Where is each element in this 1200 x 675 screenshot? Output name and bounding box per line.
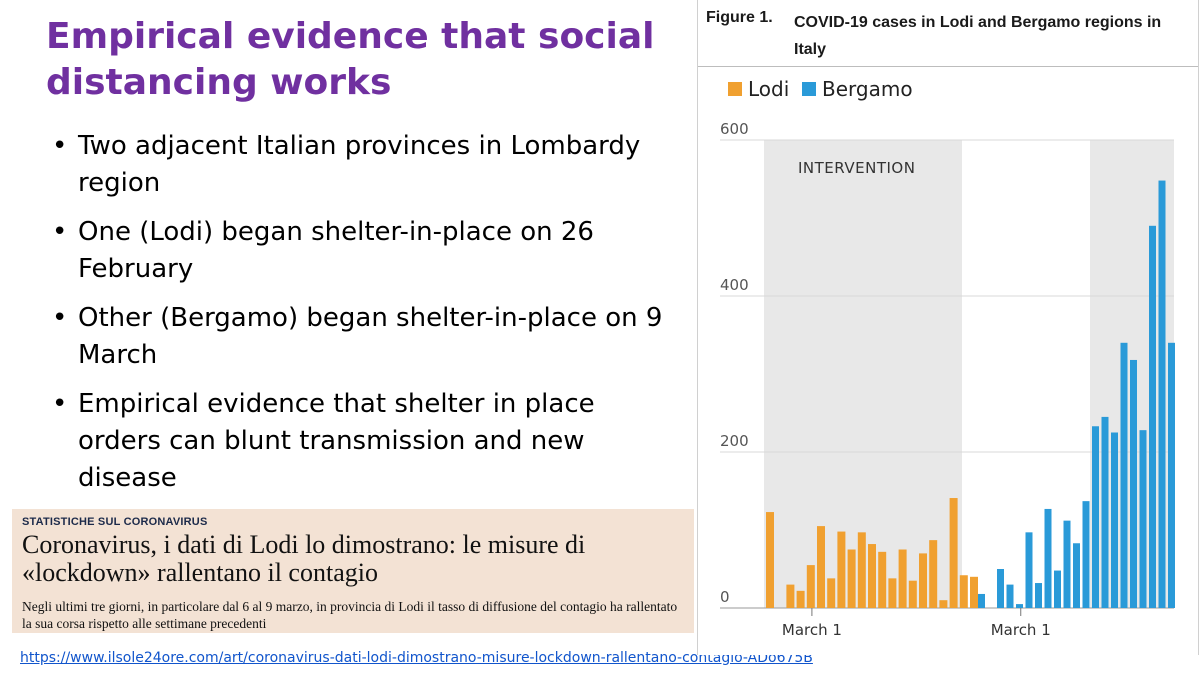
bar-bergamo xyxy=(1035,583,1042,608)
bar-bergamo xyxy=(978,593,985,608)
bullet-text: Other (Bergamo) began shelter-in-place o… xyxy=(78,303,663,370)
bar-bergamo xyxy=(1111,432,1118,608)
bar-lodi xyxy=(817,526,825,608)
bullet-glyph: • xyxy=(52,389,68,419)
bar-lodi xyxy=(898,549,907,608)
news-clipping: STATISTICHE SUL CORONAVIRUS Coronavirus,… xyxy=(12,509,694,633)
bar-bergamo xyxy=(1158,180,1166,608)
bar-bergamo xyxy=(1025,532,1033,608)
legend-label-bergamo: Bergamo xyxy=(822,77,913,101)
bar-lodi xyxy=(949,498,958,608)
bullet-item: • Two adjacent Italian provinces in Lomba… xyxy=(52,128,672,202)
bar-bergamo xyxy=(1168,342,1175,608)
bar-bergamo xyxy=(1044,508,1052,608)
bar-lodi xyxy=(878,551,887,608)
y-tick-label: 0 xyxy=(720,588,730,606)
bar-lodi xyxy=(959,575,968,608)
x-tick-label: March 1 xyxy=(991,621,1051,639)
cases-bar-chart: 0 200 400 600 INTERVENTION Lodi Bergamo March 1… xyxy=(720,77,1175,639)
bar-lodi xyxy=(908,580,917,608)
bar-bergamo xyxy=(1073,543,1080,608)
news-headline: Coronavirus, i dati di Lodi lo dimostran… xyxy=(22,530,586,587)
x-tick-label: March 1 xyxy=(782,621,842,639)
figure-label: Figure 1. xyxy=(706,9,773,26)
bar-bergamo xyxy=(1063,520,1071,608)
bar-bergamo xyxy=(1054,570,1061,608)
bar-lodi xyxy=(970,576,978,608)
slide-title: Empirical evidence that social distancin… xyxy=(46,16,655,103)
legend-label-lodi: Lodi xyxy=(748,77,789,101)
bullet-list: • Two adjacent Italian provinces in Lomba… xyxy=(52,128,672,509)
legend-swatch-bergamo xyxy=(802,82,816,96)
intervention-annotation: INTERVENTION xyxy=(798,159,915,177)
bar-lodi xyxy=(919,553,927,608)
bullet-item: • Other (Bergamo) began shelter-in-place … xyxy=(52,300,672,374)
bar-lodi xyxy=(888,578,897,608)
bar-bergamo xyxy=(1006,584,1014,608)
bullet-glyph: • xyxy=(52,217,68,247)
bullet-text: One (Lodi) began shelter-in-place on 26 … xyxy=(78,217,594,284)
bar-lodi xyxy=(786,584,795,608)
bar-bergamo xyxy=(1120,342,1128,608)
bar-lodi xyxy=(796,590,805,608)
bar-bergamo xyxy=(1149,225,1156,609)
bar-lodi xyxy=(827,578,836,608)
bullet-glyph: • xyxy=(52,303,68,333)
bullet-text: Two adjacent Italian provinces in Lombar… xyxy=(78,131,641,198)
bar-bergamo xyxy=(1139,430,1147,608)
bar-bergamo xyxy=(1016,604,1023,608)
source-link[interactable]: https://www.ilsole24ore.com/art/coronavi… xyxy=(20,650,813,666)
y-tick-label: 400 xyxy=(720,276,749,294)
bar-lodi xyxy=(847,549,856,608)
bar-bergamo xyxy=(997,569,1004,608)
bullet-text: Empirical evidence that shelter in place… xyxy=(78,389,595,493)
bar-lodi xyxy=(939,600,948,608)
bar-lodi xyxy=(929,540,938,608)
bar-bergamo xyxy=(1092,426,1099,608)
news-kicker: STATISTICHE SUL CORONAVIRUS xyxy=(22,516,208,528)
figure-panel: Figure 1. COVID-19 cases in Lodi and Ber… xyxy=(697,0,1199,655)
y-tick-label: 600 xyxy=(720,120,749,138)
bar-lodi xyxy=(837,531,846,608)
bar-lodi xyxy=(857,532,866,608)
news-subtitle: Negli ultimi tre giorni, in particolare … xyxy=(22,599,678,631)
intervention-band xyxy=(764,140,962,608)
bar-bergamo xyxy=(1101,416,1109,608)
legend-swatch-lodi xyxy=(728,82,742,96)
bar-bergamo xyxy=(1082,501,1090,608)
bar-lodi xyxy=(868,544,876,608)
bullet-item: • One (Lodi) began shelter-in-place on 26… xyxy=(52,214,672,288)
figure-title: COVID-19 cases in Lodi and Bergamo regio… xyxy=(794,14,1162,58)
bullet-item: • Empirical evidence that shelter in plac… xyxy=(52,386,672,497)
bar-lodi xyxy=(806,565,815,608)
bullet-glyph: • xyxy=(52,131,68,161)
bar-lodi xyxy=(766,512,774,608)
bar-bergamo xyxy=(1130,359,1137,608)
y-tick-label: 200 xyxy=(720,432,749,450)
figure-header: Figure 1. COVID-19 cases in Lodi and Ber… xyxy=(698,0,1198,67)
